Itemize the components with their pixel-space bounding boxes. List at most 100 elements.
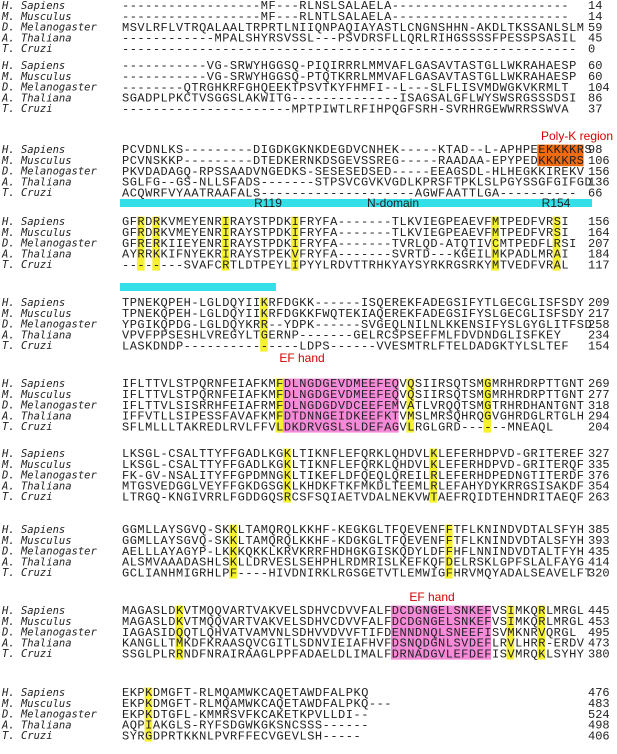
species-name: D. Melanogaster — [1, 546, 98, 558]
residue-highlight — [552, 216, 561, 271]
annotation: Poly-K region — [541, 129, 613, 143]
annotation: R154 — [542, 196, 571, 210]
sequence: IAGASIDQQTLQHVATVAMVNLSDHVVDVVFTIFDENNDN… — [122, 626, 576, 640]
residue-count: 476 — [588, 686, 610, 700]
residue-count: 37 — [588, 102, 602, 116]
residue-count: 406 — [588, 729, 610, 743]
residue-count: 393 — [588, 534, 610, 548]
residue-count: 258 — [588, 318, 610, 332]
residue-count: 66 — [588, 186, 602, 200]
species-name: D. Melanogaster — [1, 627, 98, 639]
annotation: N-domain — [367, 196, 419, 210]
sequence: KANGLLTMKDFKRAASQVCGITLSDNVIEIAFHVFDSNQD… — [122, 637, 585, 651]
residue-highlight — [444, 524, 453, 579]
species-name: M. Musculus — [1, 155, 72, 167]
sequence: SGADPLPKCTVSGGSLAKWITG--------------ISAG… — [122, 92, 576, 106]
species-name: T. Cruzi — [2, 648, 53, 660]
species-name: D. Melanogaster — [1, 82, 98, 94]
sequence: TPNEKQPEH-LGLDQYIIKRFDGKKFWQTEKIAQEREKFA… — [122, 307, 584, 321]
sequence: --------QTRGHKRFGHQEEKTPSVTKYFHMFI--L---… — [122, 81, 569, 95]
species-name: T. Cruzi — [2, 421, 53, 433]
sequence: YPGIKQPDG-LGLDQYKRR--YDPK------SVGEQLNIL… — [122, 318, 592, 332]
residue-count: 136 — [588, 176, 610, 190]
residue-count: 104 — [588, 81, 610, 95]
residue-count: 483 — [588, 697, 610, 711]
residue-count: 354 — [588, 480, 610, 494]
sequence: GFRDRKVMEYENRIRAYSTPDKIFRYFA-------TLKVI… — [122, 215, 569, 229]
species-name: T. Cruzi — [2, 340, 53, 352]
species-name: A. Thaliana — [1, 410, 72, 422]
residue-count: 327 — [588, 447, 610, 461]
residue-highlight — [136, 216, 145, 271]
species-name: D. Melanogaster — [1, 709, 98, 721]
residue-count: 204 — [588, 420, 610, 434]
sequence: GGMLLAYSGVQ-SKKLTAMQRQLKKHF-KDGKGLTFQEVE… — [122, 534, 584, 548]
residue-highlight — [260, 297, 268, 352]
sequence: LKSGL-CSALTTYFFGADLKGKLTIKNFLEFQRKLQHDVL… — [122, 458, 584, 472]
sequence: PCVNSKKP---------DTEDKERNKDSGEVSSREG----… — [122, 154, 584, 168]
sequence: GCLIANHMIGRHLPF----HIVDNIRKLRGSGETVTLEMW… — [122, 566, 592, 580]
residue-count: 117 — [588, 258, 610, 272]
residue-count: 156 — [588, 215, 610, 229]
species-name: M. Musculus — [1, 71, 72, 83]
residue-highlight — [152, 216, 160, 271]
residue-count: 453 — [588, 615, 610, 629]
sequence: SYRGDPRTKKNLPVRFFECVGEVLSH----- — [122, 729, 361, 743]
species-name: D. Melanogaster — [1, 470, 98, 482]
residue-highlight — [406, 378, 415, 433]
species-name: D. Melanogaster — [1, 238, 98, 250]
species-name: H. Sapiens — [1, 216, 65, 228]
sequence: AQPIAKGLS-RYFSDGWKGKSNCSSS------ — [122, 719, 368, 733]
species-name: H. Sapiens — [1, 687, 65, 699]
residue-count: 495 — [588, 626, 610, 640]
residue-count: 154 — [588, 339, 610, 353]
species-name: H. Sapiens — [1, 60, 65, 72]
residue-count: 524 — [588, 708, 610, 722]
residue-count: 14 — [588, 10, 602, 24]
sequence: SGLFG--GS-NLLSFADS-------STPSVCGVKVGDLKP… — [122, 176, 592, 190]
sequence: EKPKDMGFT-RLMQAMWKCAQETAWDFALPKQ — [122, 686, 368, 700]
species-name: M. Musculus — [1, 535, 72, 547]
sequence: ALSMVAAADASHLSKLLDRVESLSEHPHLRDMRISLKEFK… — [122, 556, 584, 570]
species-name: H. Sapiens — [1, 378, 65, 390]
n-domain-bar — [120, 283, 276, 291]
sequence: LASKDNDP---------------LDPS------VVESMTR… — [122, 339, 569, 353]
species-name: H. Sapiens — [1, 144, 65, 156]
residue-count: 207 — [588, 237, 610, 251]
residue-count: 98 — [588, 143, 602, 157]
sequence: ----------------------MPTPIWTLRFIHPQGFSR… — [122, 102, 569, 116]
residue-count: 414 — [588, 556, 610, 570]
species-name: A. Thaliana — [1, 480, 72, 492]
residue-count: 435 — [588, 545, 610, 559]
sequence: LTRGQ-KNGIVRRLFGDDGQSRCSFSQIAETVDALNEKVW… — [122, 490, 584, 504]
species-name: T. Cruzi — [2, 491, 53, 503]
species-name: A. Thaliana — [1, 176, 72, 188]
sequence: IFLTTVLSTPQRNFEIAFKMFDLNGDGEVDMEEFEQVQSI… — [122, 377, 584, 391]
residue-count: 380 — [588, 647, 610, 661]
species-name: D. Melanogaster — [1, 22, 98, 34]
sequences: H. Sapiens ------------------MF---RLNSLSA… — [1, 0, 610, 743]
residue-count: 184 — [588, 248, 610, 262]
species-name: H. Sapiens — [1, 297, 65, 309]
residue-highlight — [491, 216, 499, 271]
sequence: --------SVAFCRTLDTPEYLIPYYLRDVTTRHKYAYSY… — [122, 258, 569, 272]
sequence: SFLMLLLTAKREDLRVLFFVLDKDRVGSLSLDEFAGVLRG… — [122, 420, 553, 434]
sequence: -----------VG-SRWYHGGSQ-PTQTKRRLMMVAFLGA… — [122, 70, 576, 84]
sequence: MAGASLDKVTMQQVARTVAKVELSDHVCDVVFALFDCDGN… — [122, 615, 584, 629]
residue-highlight — [537, 144, 584, 167]
residue-highlight — [290, 216, 299, 271]
species-name: A. Thaliana — [1, 32, 72, 44]
residue-count: 385 — [588, 523, 610, 537]
residue-count: 473 — [588, 637, 610, 651]
residue-count: 60 — [588, 70, 602, 84]
residue-count: 209 — [588, 296, 610, 310]
sequence: TPNEKQPEH-LGLDQYIIKRFDGKK------ISQEREKFA… — [122, 296, 584, 310]
species-name: D. Melanogaster — [1, 400, 98, 412]
species-name: M. Musculus — [1, 459, 72, 471]
species-name: H. Sapiens — [1, 605, 65, 617]
sequence: GFRDRKVMEYENRIRAYSTPDKIFRYFA-------TLKVI… — [122, 226, 569, 240]
species-name: D. Melanogaster — [1, 319, 98, 331]
species-name: A. Thaliana — [1, 556, 72, 568]
residue-highlight — [391, 605, 492, 660]
